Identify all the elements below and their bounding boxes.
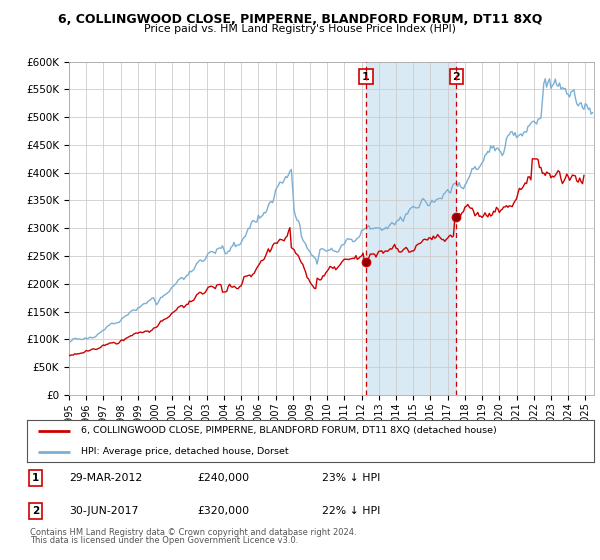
Text: 1: 1 [362, 72, 370, 82]
Text: Price paid vs. HM Land Registry's House Price Index (HPI): Price paid vs. HM Land Registry's House … [144, 24, 456, 34]
Text: 6, COLLINGWOOD CLOSE, PIMPERNE, BLANDFORD FORUM, DT11 8XQ (detached house): 6, COLLINGWOOD CLOSE, PIMPERNE, BLANDFOR… [81, 426, 497, 435]
Text: 23% ↓ HPI: 23% ↓ HPI [322, 473, 380, 483]
Text: 2: 2 [32, 506, 39, 516]
Text: £320,000: £320,000 [197, 506, 249, 516]
Text: 6, COLLINGWOOD CLOSE, PIMPERNE, BLANDFORD FORUM, DT11 8XQ: 6, COLLINGWOOD CLOSE, PIMPERNE, BLANDFOR… [58, 13, 542, 26]
Text: HPI: Average price, detached house, Dorset: HPI: Average price, detached house, Dors… [81, 447, 289, 456]
Text: This data is licensed under the Open Government Licence v3.0.: This data is licensed under the Open Gov… [30, 536, 298, 545]
Text: 30-JUN-2017: 30-JUN-2017 [70, 506, 139, 516]
Text: £240,000: £240,000 [197, 473, 249, 483]
Text: 1: 1 [32, 473, 39, 483]
Text: Contains HM Land Registry data © Crown copyright and database right 2024.: Contains HM Land Registry data © Crown c… [30, 528, 356, 536]
Text: 29-MAR-2012: 29-MAR-2012 [70, 473, 143, 483]
Bar [366, 62, 456, 395]
Text: 22% ↓ HPI: 22% ↓ HPI [322, 506, 380, 516]
Text: 2: 2 [452, 72, 460, 82]
